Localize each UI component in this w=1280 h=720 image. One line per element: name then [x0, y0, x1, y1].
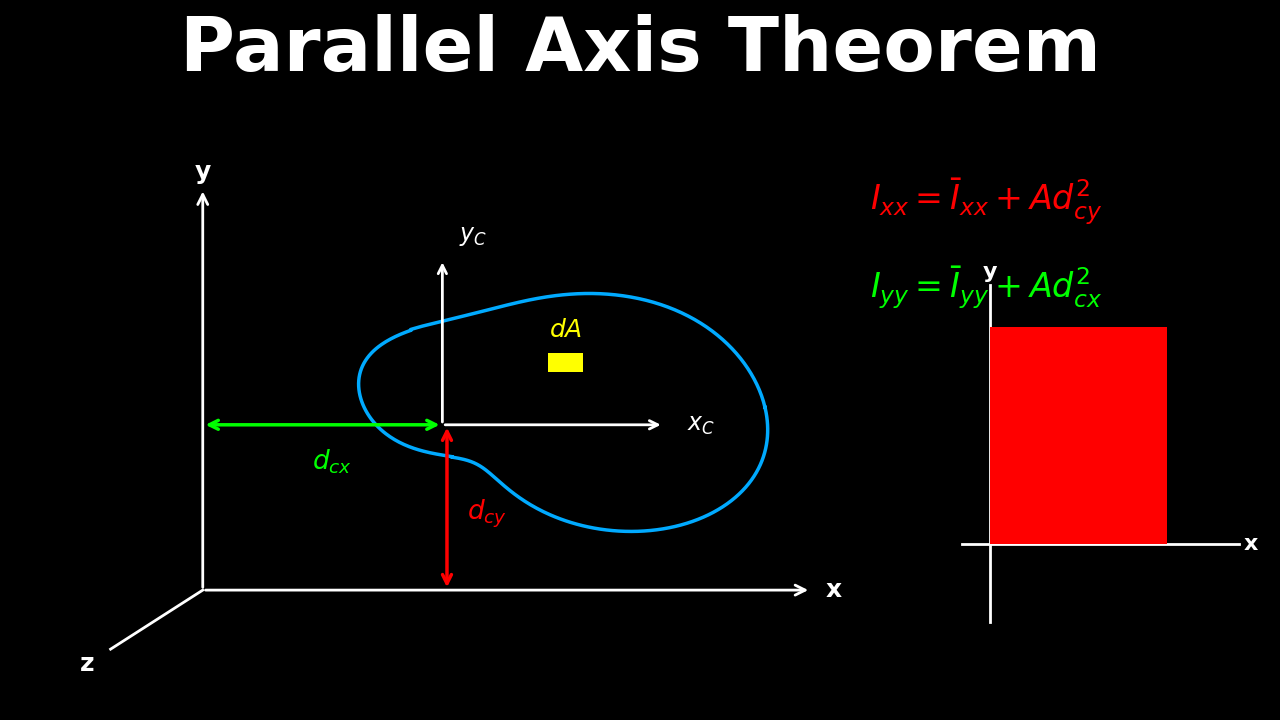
- Text: z: z: [81, 652, 95, 676]
- Text: x: x: [1243, 534, 1258, 554]
- Text: $d_{cy}$: $d_{cy}$: [467, 498, 507, 529]
- Text: $I_{yy} = \bar{I}_{yy} + Ad_{cx}^2$: $I_{yy} = \bar{I}_{yy} + Ad_{cx}^2$: [870, 265, 1102, 311]
- Text: Parallel Axis Theorem: Parallel Axis Theorem: [179, 14, 1101, 87]
- Bar: [548, 353, 584, 372]
- Text: y: y: [983, 262, 997, 282]
- Text: y: y: [195, 160, 211, 184]
- Text: $y_C$: $y_C$: [460, 224, 486, 248]
- Bar: [989, 327, 1167, 544]
- Text: $x_C$: $x_C$: [686, 413, 714, 437]
- Text: $dA$: $dA$: [549, 318, 582, 342]
- Text: x: x: [826, 578, 842, 602]
- Text: $d_{cx}$: $d_{cx}$: [312, 447, 352, 476]
- Text: $I_{xx} = \bar{I}_{xx} + Ad_{cy}^2$: $I_{xx} = \bar{I}_{xx} + Ad_{cy}^2$: [870, 176, 1102, 227]
